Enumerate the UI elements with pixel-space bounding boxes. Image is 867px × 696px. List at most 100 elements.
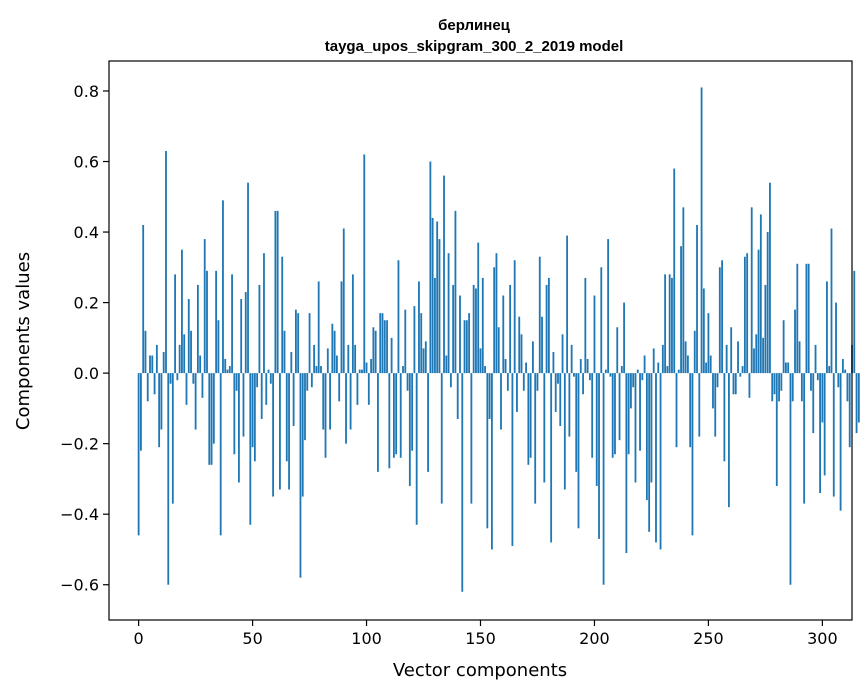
bar [563,373,566,490]
bar [532,341,534,374]
bar [294,309,297,374]
bar [641,373,644,381]
bar [582,373,584,395]
x-tick-label: 100 [351,629,382,648]
bar [666,366,669,374]
bar [668,274,671,374]
bar [614,373,616,455]
bar [228,366,231,374]
bar [791,373,794,402]
bar [201,373,204,398]
bar [226,369,229,374]
bar [680,246,682,374]
bar [338,373,341,402]
bar [377,373,379,472]
bar [702,288,705,374]
bar [577,373,580,529]
bar [810,373,812,391]
bar [841,359,844,374]
bar [705,362,708,374]
bar [260,373,263,419]
bar [206,270,208,374]
bar [224,359,227,374]
bar [194,373,197,430]
bar [329,373,331,430]
bar [771,373,774,402]
bar [602,373,605,585]
bar [249,373,252,525]
bar [187,299,190,374]
bar [778,373,780,402]
bar [684,341,687,374]
plot-frame [108,60,853,621]
x-tick-label: 150 [465,629,496,648]
bar [630,373,632,409]
bar [753,348,755,374]
bar [447,253,450,374]
bar [313,344,316,374]
bar [698,373,701,437]
bar [279,373,281,490]
bar [648,373,651,532]
bar [290,351,293,374]
bar [782,320,785,374]
bar [479,348,482,374]
bar [759,214,762,374]
bar [655,373,657,543]
y-tick-label: 0.6 [74,153,99,172]
bar [174,274,176,374]
bar [500,373,502,430]
bar [212,373,215,444]
bar [691,373,694,536]
bar [404,309,407,374]
bar [486,373,489,529]
bar [554,373,557,412]
bar [743,256,746,374]
bar [604,369,607,374]
bar [518,316,521,374]
bar [595,373,598,486]
bar [509,284,512,374]
bar [538,256,541,374]
bar [570,344,573,374]
bar [356,373,359,405]
bar [165,150,167,374]
bar [488,373,491,419]
bar [349,373,352,430]
bar [365,362,368,374]
bar [399,373,402,458]
bar [285,373,288,462]
bar [484,366,486,374]
bar [721,260,723,374]
bar [424,341,427,374]
x-tick-label: 250 [693,629,724,648]
bar [140,373,142,451]
bar [559,373,562,427]
bar [848,373,851,448]
bar [796,263,799,374]
bar [390,337,393,374]
bar [723,373,726,462]
bar [276,210,279,374]
bar [395,373,398,455]
bar [728,373,730,508]
bar [821,373,824,423]
bar [345,373,347,444]
bar [383,320,386,374]
bar [358,369,361,374]
bar [714,373,717,437]
bar [625,373,628,553]
bar [144,330,147,374]
y-tick-label: 0.2 [74,294,99,313]
x-tick-label: 300 [807,629,838,648]
bar [545,284,548,374]
bar [832,373,835,497]
bar [803,373,806,504]
bar [755,334,758,374]
bar [463,320,466,374]
bar [438,239,441,374]
bar [219,373,222,536]
bar [575,373,578,472]
x-axis-label: Vector components [393,660,567,681]
bar [618,373,621,441]
